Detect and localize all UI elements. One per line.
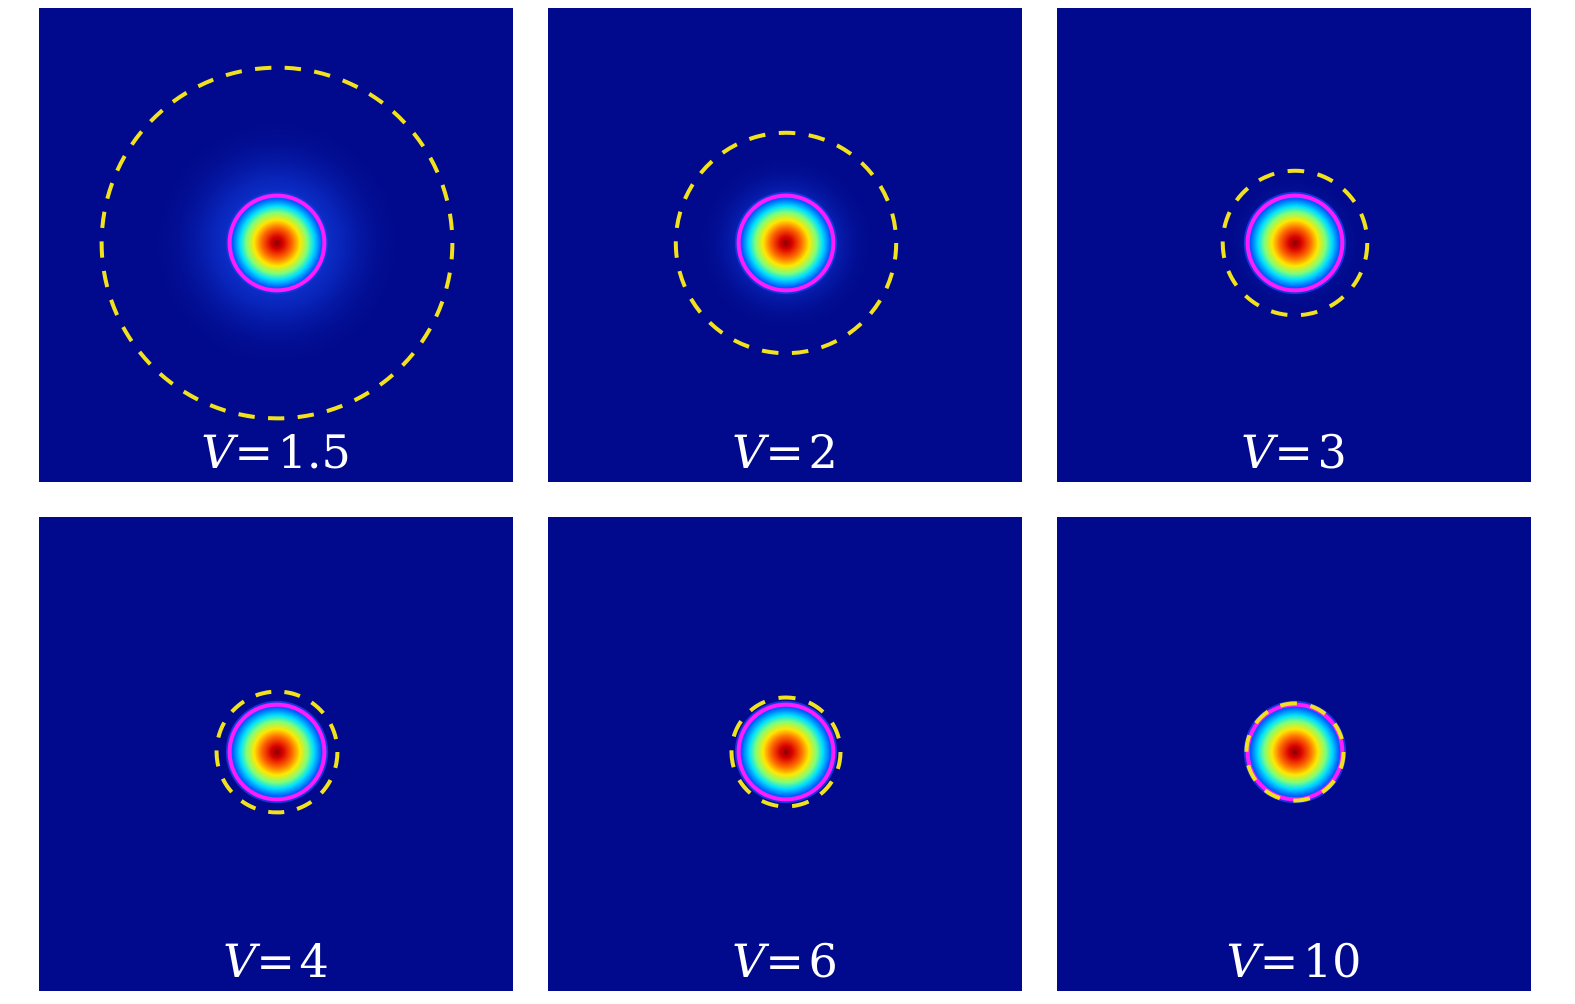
panel-v-2: V= 2 (548, 8, 1022, 482)
mode-intensity (1243, 191, 1347, 295)
mode-field-radius-dashed-circle (1220, 168, 1370, 318)
variable-value: 3 (1317, 425, 1347, 479)
panel-label: V= 3 (1057, 426, 1531, 478)
panel-v-6: V= 6 (548, 517, 1022, 991)
equals-sign: = (1274, 425, 1313, 479)
core-boundary-circle (736, 193, 836, 293)
panel-v-10: V= 10 (1057, 517, 1531, 991)
mode-field-plot (1220, 168, 1370, 318)
core-boundary-circle (227, 702, 327, 802)
equals-sign: = (234, 425, 274, 479)
mode-field-radius-dashed-circle (673, 130, 899, 356)
mode-field-plot (729, 695, 843, 809)
variable-symbol: V (1241, 425, 1275, 479)
mode-intensity (225, 191, 329, 295)
mode-field-plot (99, 65, 455, 421)
panel-label: V= 4 (39, 935, 513, 987)
variable-symbol: V (223, 934, 257, 988)
variable-value: 2 (808, 425, 838, 479)
panel-label: V= 2 (548, 426, 1022, 478)
panel-v-1-5: V= 1.5 (39, 8, 513, 482)
mode-field-radius-dashed-circle (99, 65, 455, 421)
core-boundary-circle (227, 193, 327, 293)
variable-value: 4 (299, 934, 329, 988)
panel-label: V= 1.5 (39, 426, 513, 478)
panel-label: V= 6 (548, 935, 1022, 987)
core-boundary-circle (1245, 193, 1345, 293)
mode-intensity (225, 700, 329, 804)
variable-symbol: V (732, 425, 766, 479)
panel-v-3: V= 3 (1057, 8, 1531, 482)
mode-intensity (734, 700, 838, 804)
variable-symbol: V (201, 425, 235, 479)
mode-field-plot (673, 130, 899, 356)
equals-sign: = (765, 425, 804, 479)
mode-field-radius-dashed-circle (1244, 701, 1346, 803)
variable-symbol: V (1226, 934, 1260, 988)
mode-intensity (734, 191, 838, 295)
mode-field-plot (1243, 700, 1347, 804)
mode-field-radius-dashed-circle (214, 689, 340, 815)
equals-sign: = (256, 934, 295, 988)
variable-symbol: V (732, 934, 766, 988)
panel-v-4: V= 4 (39, 517, 513, 991)
mode-field-radius-dashed-circle (729, 695, 843, 809)
core-boundary-circle (736, 702, 836, 802)
variable-value: 10 (1302, 934, 1362, 988)
equals-sign: = (1259, 934, 1299, 988)
equals-sign: = (765, 934, 804, 988)
mode-field-plot (214, 689, 340, 815)
variable-value: 6 (808, 934, 838, 988)
panel-label: V= 10 (1057, 935, 1531, 987)
mode-intensity (1243, 700, 1347, 804)
variable-value: 1.5 (277, 425, 351, 479)
